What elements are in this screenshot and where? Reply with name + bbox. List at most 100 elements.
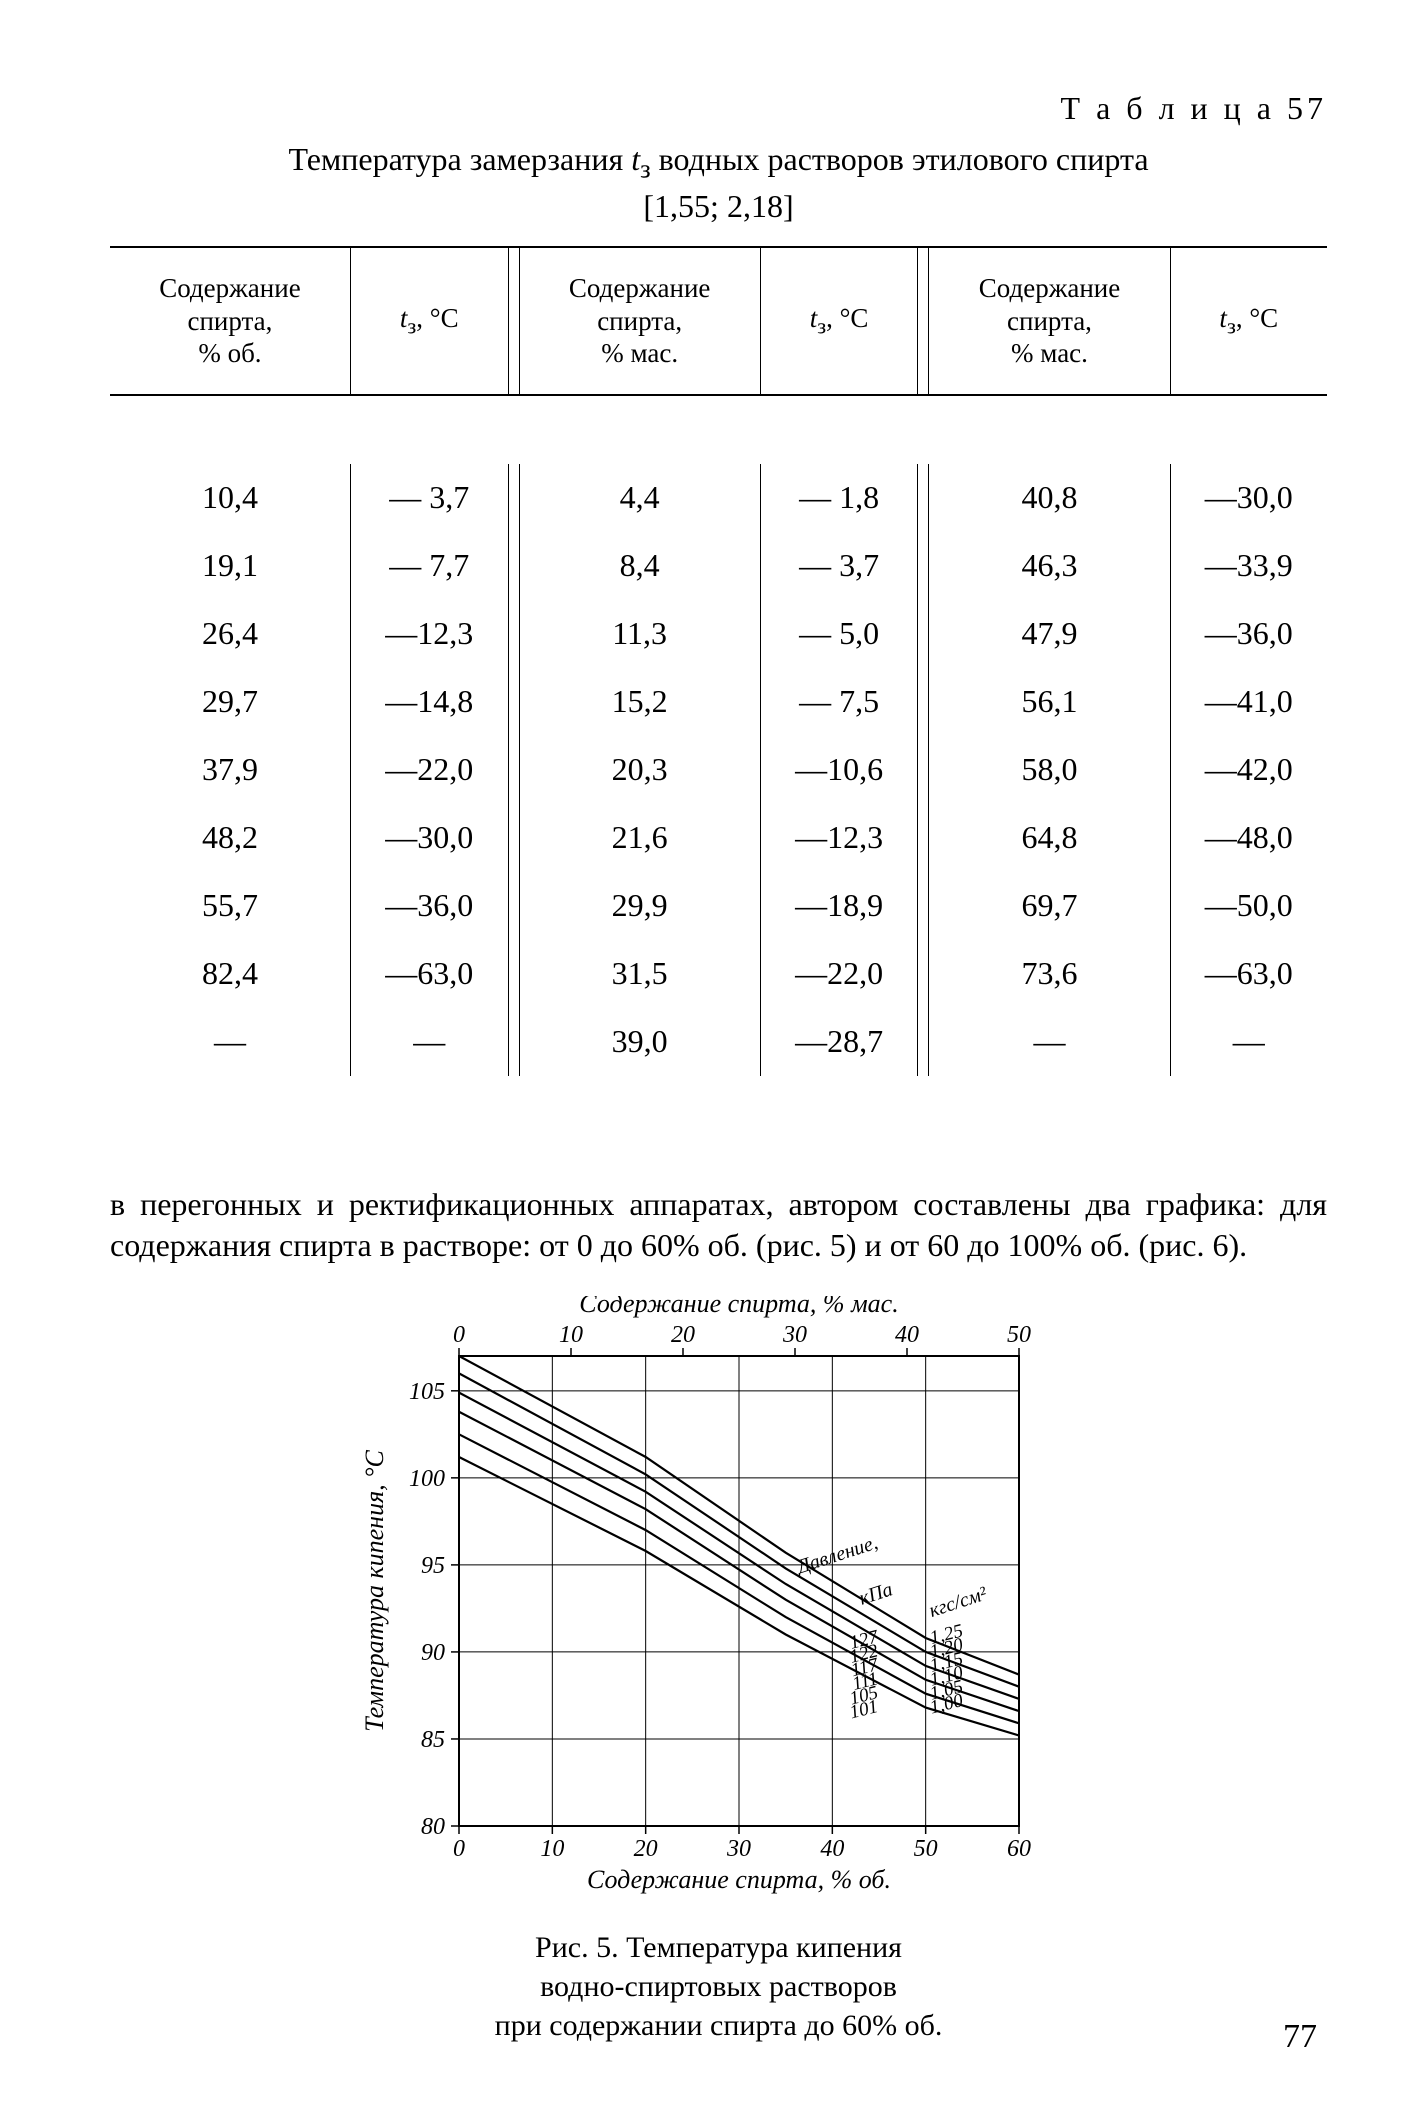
table-cell: 47,9 — [929, 600, 1170, 668]
svg-text:100: 100 — [409, 1465, 445, 1491]
table-cell: 37,9 — [110, 736, 350, 804]
table-row: 10,4— 3,74,4— 1,840,8—30,0 — [110, 464, 1327, 532]
freezing-point-table: Содержаниеспирта,% об. tз, °C Содержание… — [110, 246, 1327, 1144]
table-cell: —41,0 — [1170, 668, 1327, 736]
table-cell: 10,4 — [110, 464, 350, 532]
svg-text:30: 30 — [782, 1322, 807, 1348]
table-cell: 29,9 — [519, 872, 760, 940]
table-cell: —28,7 — [760, 1008, 918, 1076]
table-cell: 64,8 — [929, 804, 1170, 872]
table-cell: —48,0 — [1170, 804, 1327, 872]
table-cell: — — [1170, 1008, 1327, 1076]
svg-text:Температура кипения, °C: Температура кипения, °C — [360, 1449, 389, 1731]
table-cell: — 3,7 — [350, 464, 508, 532]
table-cell: 58,0 — [929, 736, 1170, 804]
table-cell: — 7,7 — [350, 532, 508, 600]
table-row: 55,7—36,029,9—18,969,7—50,0 — [110, 872, 1327, 940]
table-cell: — 3,7 — [760, 532, 918, 600]
table-cell: 55,7 — [110, 872, 350, 940]
svg-text:80: 80 — [421, 1814, 445, 1840]
table-cell: 73,6 — [929, 940, 1170, 1008]
svg-text:кгс/см²: кгс/см² — [926, 1582, 990, 1622]
col-header: tз, °C — [350, 247, 508, 395]
table-cell: —12,3 — [760, 804, 918, 872]
table-cell: 39,0 — [519, 1008, 760, 1076]
table-row: 26,4—12,311,3— 5,047,9—36,0 — [110, 600, 1327, 668]
group-gap — [508, 247, 519, 395]
table-cell: 46,3 — [929, 532, 1170, 600]
table-cell: 40,8 — [929, 464, 1170, 532]
svg-text:50: 50 — [913, 1836, 937, 1862]
table-cell: —63,0 — [1170, 940, 1327, 1008]
table-cell: — — [929, 1008, 1170, 1076]
figure-caption: Рис. 5. Температура кипенияводно-спиртов… — [359, 1928, 1079, 2045]
svg-text:60: 60 — [1007, 1836, 1031, 1862]
table-row: 37,9—22,020,3—10,658,0—42,0 — [110, 736, 1327, 804]
svg-text:20: 20 — [671, 1322, 695, 1348]
table-cell: —22,0 — [350, 736, 508, 804]
table-cell: 56,1 — [929, 668, 1170, 736]
col-header: tз, °C — [760, 247, 918, 395]
table-title: Температура замерзания tз водных раствор… — [130, 139, 1307, 226]
table-cell: — — [350, 1008, 508, 1076]
col-header: Содержаниеспирта,% мас. — [929, 247, 1170, 395]
table-cell: —33,9 — [1170, 532, 1327, 600]
table-cell: 15,2 — [519, 668, 760, 736]
svg-text:40: 40 — [895, 1322, 919, 1348]
table-cell: 20,3 — [519, 736, 760, 804]
table-cell: 26,4 — [110, 600, 350, 668]
table-cell: —36,0 — [350, 872, 508, 940]
body-paragraph: в перегонных и ректификационных аппарата… — [110, 1184, 1327, 1266]
svg-text:0: 0 — [453, 1836, 465, 1862]
table-cell: 48,2 — [110, 804, 350, 872]
table-cell: 29,7 — [110, 668, 350, 736]
svg-text:105: 105 — [409, 1378, 445, 1404]
table-cell: —63,0 — [350, 940, 508, 1008]
table-row: 82,4—63,031,5—22,073,6—63,0 — [110, 940, 1327, 1008]
table-cell: —10,6 — [760, 736, 918, 804]
table-cell: —30,0 — [350, 804, 508, 872]
table-cell: — 1,8 — [760, 464, 918, 532]
page-number: 77 — [1283, 2018, 1317, 2056]
table-cell: —30,0 — [1170, 464, 1327, 532]
svg-text:Содержание спирта, % мас.: Содержание спирта, % мас. — [579, 1296, 898, 1318]
svg-text:10: 10 — [540, 1836, 564, 1862]
group-gap — [918, 247, 929, 395]
svg-text:20: 20 — [633, 1836, 657, 1862]
table-cell: 69,7 — [929, 872, 1170, 940]
table-cell: —18,9 — [760, 872, 918, 940]
svg-text:кПа: кПа — [856, 1578, 895, 1609]
col-header: Содержаниеспирта,% об. — [110, 247, 350, 395]
table-row: 48,2—30,021,6—12,364,8—48,0 — [110, 804, 1327, 872]
table-row: 29,7—14,815,2— 7,556,1—41,0 — [110, 668, 1327, 736]
svg-text:95: 95 — [421, 1553, 445, 1579]
table-cell: 19,1 — [110, 532, 350, 600]
table-cell: —14,8 — [350, 668, 508, 736]
table-cell: —22,0 — [760, 940, 918, 1008]
table-cell: — 7,5 — [760, 668, 918, 736]
table-cell: —50,0 — [1170, 872, 1327, 940]
table-cell: 11,3 — [519, 600, 760, 668]
svg-text:Содержание спирта, % об.: Содержание спирта, % об. — [586, 1865, 890, 1894]
table-cell: 4,4 — [519, 464, 760, 532]
col-header: Содержаниеспирта,% мас. — [519, 247, 760, 395]
svg-text:30: 30 — [726, 1836, 751, 1862]
table-cell: 82,4 — [110, 940, 350, 1008]
svg-text:0: 0 — [453, 1322, 465, 1348]
table-cell: 31,5 — [519, 940, 760, 1008]
table-cell: — 5,0 — [760, 600, 918, 668]
col-header: tз, °C — [1170, 247, 1327, 395]
table-cell: —36,0 — [1170, 600, 1327, 668]
table-cell: 8,4 — [519, 532, 760, 600]
table-cell: —12,3 — [350, 600, 508, 668]
svg-text:85: 85 — [421, 1727, 445, 1753]
svg-text:40: 40 — [820, 1836, 844, 1862]
svg-text:50: 50 — [1007, 1322, 1031, 1348]
table-row: 19,1— 7,78,4— 3,746,3—33,9 — [110, 532, 1327, 600]
boiling-point-chart: 01020304050600102030405080859095100105Со… — [339, 1296, 1099, 1916]
table-number: Т а б л и ц а 57 — [110, 90, 1327, 127]
table-cell: —42,0 — [1170, 736, 1327, 804]
svg-text:Давление,: Давление, — [792, 1531, 880, 1578]
svg-text:90: 90 — [421, 1640, 445, 1666]
table-cell: 21,6 — [519, 804, 760, 872]
